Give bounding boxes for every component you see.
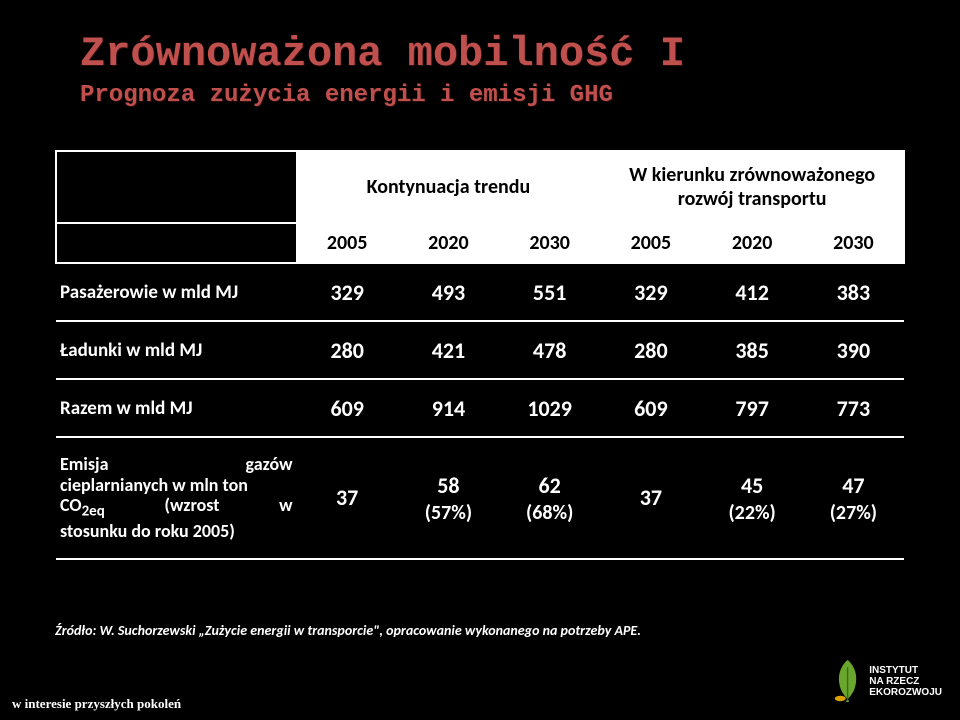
institute-logo: INSTYTUT NA RZECZ EKOROZWOJU: [832, 652, 942, 710]
year-col: 2020: [398, 223, 499, 263]
slide-subtitle: Prognoza zużycia energii i emisji GHG: [80, 82, 613, 109]
cell: 478: [499, 321, 600, 379]
logo-text: INSTYTUT NA RZECZ EKOROZWOJU: [869, 665, 942, 698]
year-col: 2020: [702, 223, 803, 263]
cell: 58 (57%): [398, 437, 499, 559]
cell: 551: [499, 263, 600, 321]
row-label: Ładunki w mld MJ: [56, 321, 297, 379]
cell: 47 (27%): [803, 437, 904, 559]
header-group-1: Kontynuacja trendu: [297, 151, 601, 223]
cell: 421: [398, 321, 499, 379]
cell: 1029: [499, 379, 600, 437]
cell: 37: [600, 437, 701, 559]
cell: 797: [702, 379, 803, 437]
cell: 385: [702, 321, 803, 379]
year-col: 2030: [803, 223, 904, 263]
cell: 914: [398, 379, 499, 437]
year-col: 2005: [600, 223, 701, 263]
cell: 609: [297, 379, 398, 437]
cell: 329: [600, 263, 701, 321]
cell: 280: [600, 321, 701, 379]
cell: 493: [398, 263, 499, 321]
row-label: Razem w mld MJ: [56, 379, 297, 437]
table-row: Razem w mld MJ 609 914 1029 609 797 773: [56, 379, 904, 437]
data-table: Kontynuacja trendu W kierunku zrównoważo…: [55, 150, 905, 560]
footer-tagline: w interesie przyszłych pokoleń: [12, 696, 181, 712]
cell: 773: [803, 379, 904, 437]
year-col: 2005: [297, 223, 398, 263]
cell: 609: [600, 379, 701, 437]
cell: 329: [297, 263, 398, 321]
leaf-icon: [832, 656, 863, 706]
cell: 383: [803, 263, 904, 321]
cell: 37: [297, 437, 398, 559]
source-citation: Źródło: W. Suchorzewski „Zużycie energii…: [55, 622, 641, 639]
cell: 62 (68%): [499, 437, 600, 559]
header-blank: [56, 151, 297, 223]
table-row: Ładunki w mld MJ 280 421 478 280 385 390: [56, 321, 904, 379]
header-blank-2: [56, 223, 297, 263]
cell: 412: [702, 263, 803, 321]
slide: Zrównoważona mobilność I Prognoza zużyci…: [0, 0, 960, 720]
table-row: Pasażerowie w mld MJ 329 493 551 329 412…: [56, 263, 904, 321]
cell: 390: [803, 321, 904, 379]
table-row-emissions: Emisjagazów cieplarnianych w mln ton CO2…: [56, 437, 904, 559]
row-label-emissions: Emisjagazów cieplarnianych w mln ton CO2…: [56, 437, 297, 559]
header-group-2: W kierunku zrównoważonego rozwój transpo…: [600, 151, 904, 223]
slide-title: Zrównoważona mobilność I: [80, 30, 685, 78]
cell: 45 (22%): [702, 437, 803, 559]
header-row-years: 2005 2020 2030 2005 2020 2030: [56, 223, 904, 263]
row-label: Pasażerowie w mld MJ: [56, 263, 297, 321]
header-row-groups: Kontynuacja trendu W kierunku zrównoważo…: [56, 151, 904, 223]
year-col: 2030: [499, 223, 600, 263]
cell: 280: [297, 321, 398, 379]
